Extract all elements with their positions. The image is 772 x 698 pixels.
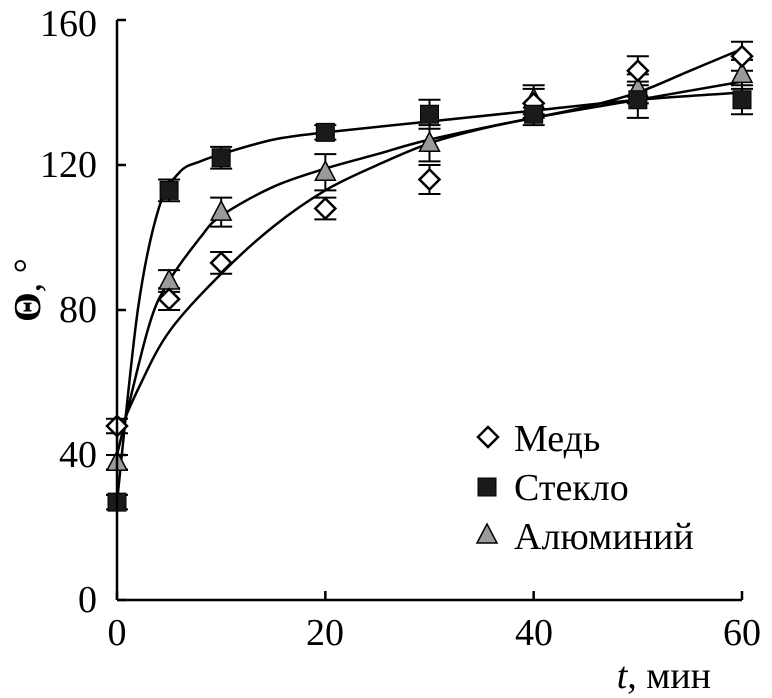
fit-curve-glass (115, 91, 743, 503)
data-point-glass (420, 104, 439, 124)
y-tick-label: 120 (40, 144, 97, 186)
y-tick-label: 80 (59, 289, 97, 331)
y-tick-labels: 0 40 80 120 160 (40, 3, 97, 621)
legend-label-glass: Стекло (514, 467, 629, 509)
x-axis-variable: t (617, 655, 629, 697)
x-axis-title: t, мин (617, 655, 711, 697)
y-axis-title: Θ, ° (7, 258, 49, 322)
data-point-glass (732, 90, 752, 110)
data-point-copper (209, 251, 233, 275)
data-point-aluminum (314, 159, 337, 181)
legend: Медь Стекло Алюминий (475, 418, 694, 558)
axis-ticks (115, 18, 744, 602)
x-tick-label: 0 (108, 612, 127, 654)
y-axis-variable: Θ (7, 292, 49, 322)
data-point-copper (626, 58, 650, 83)
data-point-glass (315, 122, 335, 142)
y-tick-label: 0 (78, 579, 97, 621)
data-point-aluminum (157, 268, 181, 290)
x-tick-label: 60 (723, 612, 761, 654)
legend-label-aluminum: Алюминий (514, 516, 694, 558)
data-point-copper (730, 44, 754, 69)
legend-marker-glass (477, 477, 497, 497)
x-tick-labels: 0 20 40 60 (108, 612, 762, 654)
y-tick-label: 160 (40, 3, 97, 45)
data-point-aluminum (209, 199, 233, 221)
y-tick-label: 40 (59, 434, 97, 476)
data-point-aluminum (730, 61, 754, 84)
x-tick-label: 40 (515, 612, 553, 654)
legend-marker-copper (476, 425, 500, 449)
data-point-copper (313, 196, 338, 221)
x-axis-unit: , мин (627, 655, 711, 697)
legend-label-copper: Медь (514, 418, 600, 460)
data-point-glass (524, 104, 544, 124)
data-point-copper (417, 167, 442, 192)
y-axis-unit: , ° (7, 258, 49, 292)
data-point-aluminum (418, 130, 441, 152)
data-point-glass (159, 180, 179, 200)
data-point-glass (211, 148, 231, 168)
data-point-copper (157, 287, 181, 311)
x-tick-label: 20 (306, 612, 344, 654)
legend-marker-aluminum (475, 522, 499, 544)
data-markers (105, 44, 754, 512)
data-point-glass (628, 90, 648, 110)
